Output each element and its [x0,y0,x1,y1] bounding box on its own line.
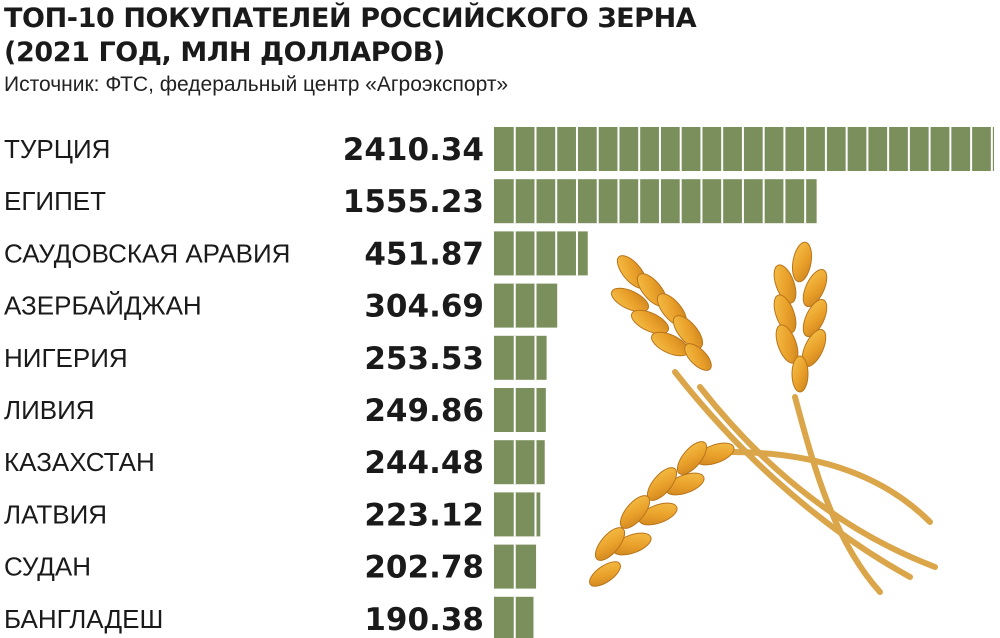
value-label: 190.38 [364,602,484,638]
value-label: 202.78 [364,550,484,586]
bar-row: НИГЕРИЯ 253.53 [4,335,547,380]
chart-title: ТОП-10 ПОКУПАТЕЛЕЙ РОССИЙСКОГО ЗЕРНА (20… [4,3,697,68]
bar [494,492,541,537]
bar-row: ЛИВИЯ 249.86 [4,388,546,432]
bar-segments [513,335,537,380]
category-label: КАЗАХСТАН [4,447,155,477]
category-label: ТУРЦИЯ [4,134,110,164]
category-label: НИГЕРИЯ [4,343,128,373]
bar-segments [513,388,537,432]
bar-segments [513,179,807,224]
bar-segments [513,440,537,485]
bar [494,283,558,328]
bar [494,388,546,432]
category-label: ЛИВИЯ [4,395,95,425]
category-label: САУДОВСКАЯ АРАВИЯ [4,238,290,268]
value-label: 223.12 [364,497,484,533]
value-label: 304.69 [364,289,484,325]
source-note: Источник: ФТС, федеральный центр «Агроэк… [4,73,509,96]
value-label: 249.86 [364,393,484,429]
value-label: 2410.34 [343,132,484,168]
bar-row: ЕГИПЕТ 1555.23 [4,179,817,224]
category-label: БАНГЛАДЕШ [4,604,163,634]
bar-row: КАЗАХСТАН 244.48 [4,440,545,485]
bar-row: ТУРЦИЯ 2410.34 [4,127,994,171]
category-label: СУДАН [4,552,91,582]
category-label: АЗЕРБАЙДЖАН [4,291,202,321]
category-label: ЕГИПЕТ [4,186,106,216]
value-label: 1555.23 [343,184,484,220]
bar-row: АЗЕРБАЙДЖАН 304.69 [4,283,558,328]
bar-row: БАНГЛАДЕШ 190.38 [4,596,534,638]
bar [494,440,545,485]
bar-segments [513,492,537,537]
bar [494,335,547,380]
wheat-ears-icon [589,241,938,595]
bar-segments [513,127,993,171]
bar-segments [513,231,578,276]
bar [494,127,994,171]
bar [494,179,817,224]
value-label: 244.48 [364,445,484,481]
bar-row: ЛАТВИЯ 223.12 [4,492,541,537]
bar-row: САУДОВСКАЯ АРАВИЯ 451.87 [4,231,588,276]
bar-row: СУДАН 202.78 [4,544,537,589]
bar [494,231,588,276]
category-label: ЛАТВИЯ [4,499,107,529]
value-label: 451.87 [364,236,484,272]
value-label: 253.53 [364,341,484,377]
bar-segments [513,283,537,328]
